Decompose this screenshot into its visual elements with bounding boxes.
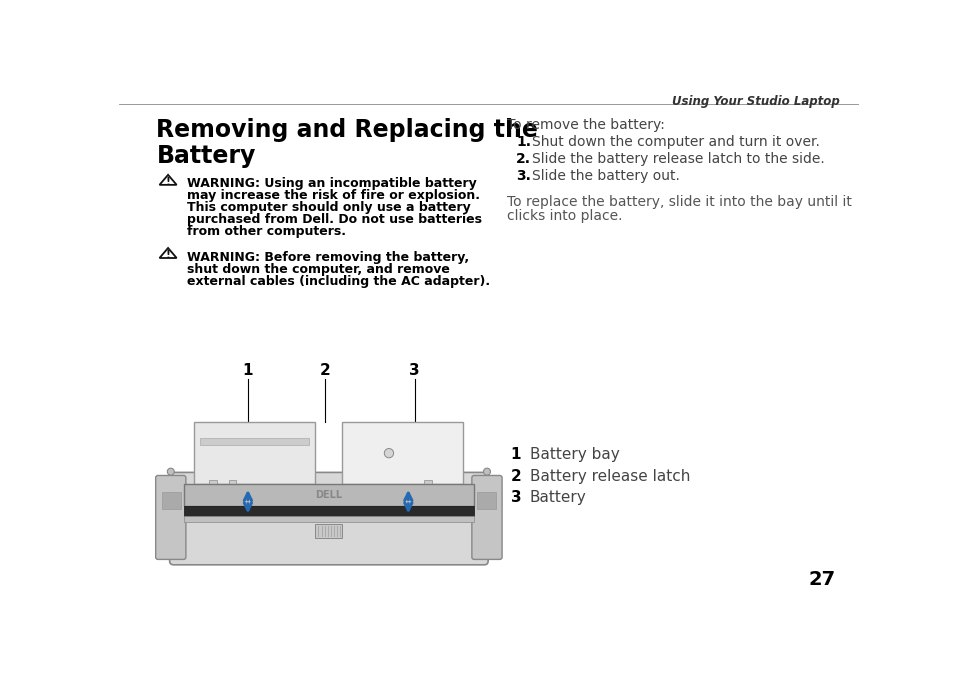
- Text: Battery: Battery: [156, 144, 255, 169]
- FancyBboxPatch shape: [170, 473, 488, 565]
- Text: This computer should only use a battery: This computer should only use a battery: [187, 201, 471, 215]
- Text: Slide the battery release latch to the side.: Slide the battery release latch to the s…: [531, 152, 823, 166]
- Bar: [315, 524, 342, 538]
- Text: WARNING: Before removing the battery,: WARNING: Before removing the battery,: [187, 250, 469, 263]
- Text: To remove the battery:: To remove the battery:: [506, 118, 664, 132]
- Bar: [183, 484, 474, 506]
- Bar: [162, 492, 181, 508]
- Text: !: !: [166, 177, 171, 188]
- Bar: [423, 480, 431, 488]
- Text: 3.: 3.: [516, 169, 531, 183]
- Text: may increase the risk of fire or explosion.: may increase the risk of fire or explosi…: [187, 190, 480, 202]
- Text: WARNING: Using an incompatible battery: WARNING: Using an incompatible battery: [187, 177, 476, 190]
- Bar: [342, 422, 462, 484]
- Text: 1.: 1.: [516, 135, 531, 149]
- Text: purchased from Dell. Do not use batteries: purchased from Dell. Do not use batterie…: [187, 213, 482, 226]
- Bar: [209, 480, 216, 488]
- FancyBboxPatch shape: [155, 475, 186, 559]
- Text: Battery: Battery: [530, 490, 586, 505]
- Text: Battery bay: Battery bay: [530, 447, 619, 462]
- Text: from other computers.: from other computers.: [187, 225, 346, 238]
- FancyBboxPatch shape: [472, 475, 501, 559]
- Bar: [199, 438, 309, 445]
- Text: !: !: [166, 250, 171, 261]
- Text: external cables (including the AC adapter).: external cables (including the AC adapte…: [187, 274, 490, 288]
- Circle shape: [167, 468, 174, 475]
- Text: 2: 2: [319, 363, 331, 378]
- Text: clicks into place.: clicks into place.: [506, 209, 621, 223]
- Bar: [229, 480, 236, 488]
- Text: 27: 27: [808, 571, 835, 590]
- Text: DELL: DELL: [315, 489, 342, 500]
- Bar: [193, 422, 315, 484]
- Text: 1: 1: [242, 363, 253, 378]
- Bar: [476, 492, 496, 508]
- Text: Shut down the computer and turn it over.: Shut down the computer and turn it over.: [531, 135, 819, 149]
- Circle shape: [384, 449, 394, 458]
- Text: Battery release latch: Battery release latch: [530, 468, 690, 483]
- Text: shut down the computer, and remove: shut down the computer, and remove: [187, 263, 450, 276]
- Text: To replace the battery, slide it into the bay until it: To replace the battery, slide it into th…: [506, 195, 851, 209]
- Text: 3: 3: [409, 363, 419, 378]
- Text: Removing and Replacing the: Removing and Replacing the: [156, 118, 537, 142]
- Bar: [183, 506, 474, 517]
- Text: 1: 1: [510, 447, 520, 462]
- Text: Slide the battery out.: Slide the battery out.: [531, 169, 679, 183]
- Text: Using Your Studio Laptop: Using Your Studio Laptop: [672, 95, 840, 108]
- Circle shape: [483, 468, 490, 475]
- Bar: [183, 517, 474, 523]
- Text: 2: 2: [510, 468, 521, 483]
- Text: 3: 3: [510, 490, 520, 505]
- Text: 2.: 2.: [516, 152, 531, 166]
